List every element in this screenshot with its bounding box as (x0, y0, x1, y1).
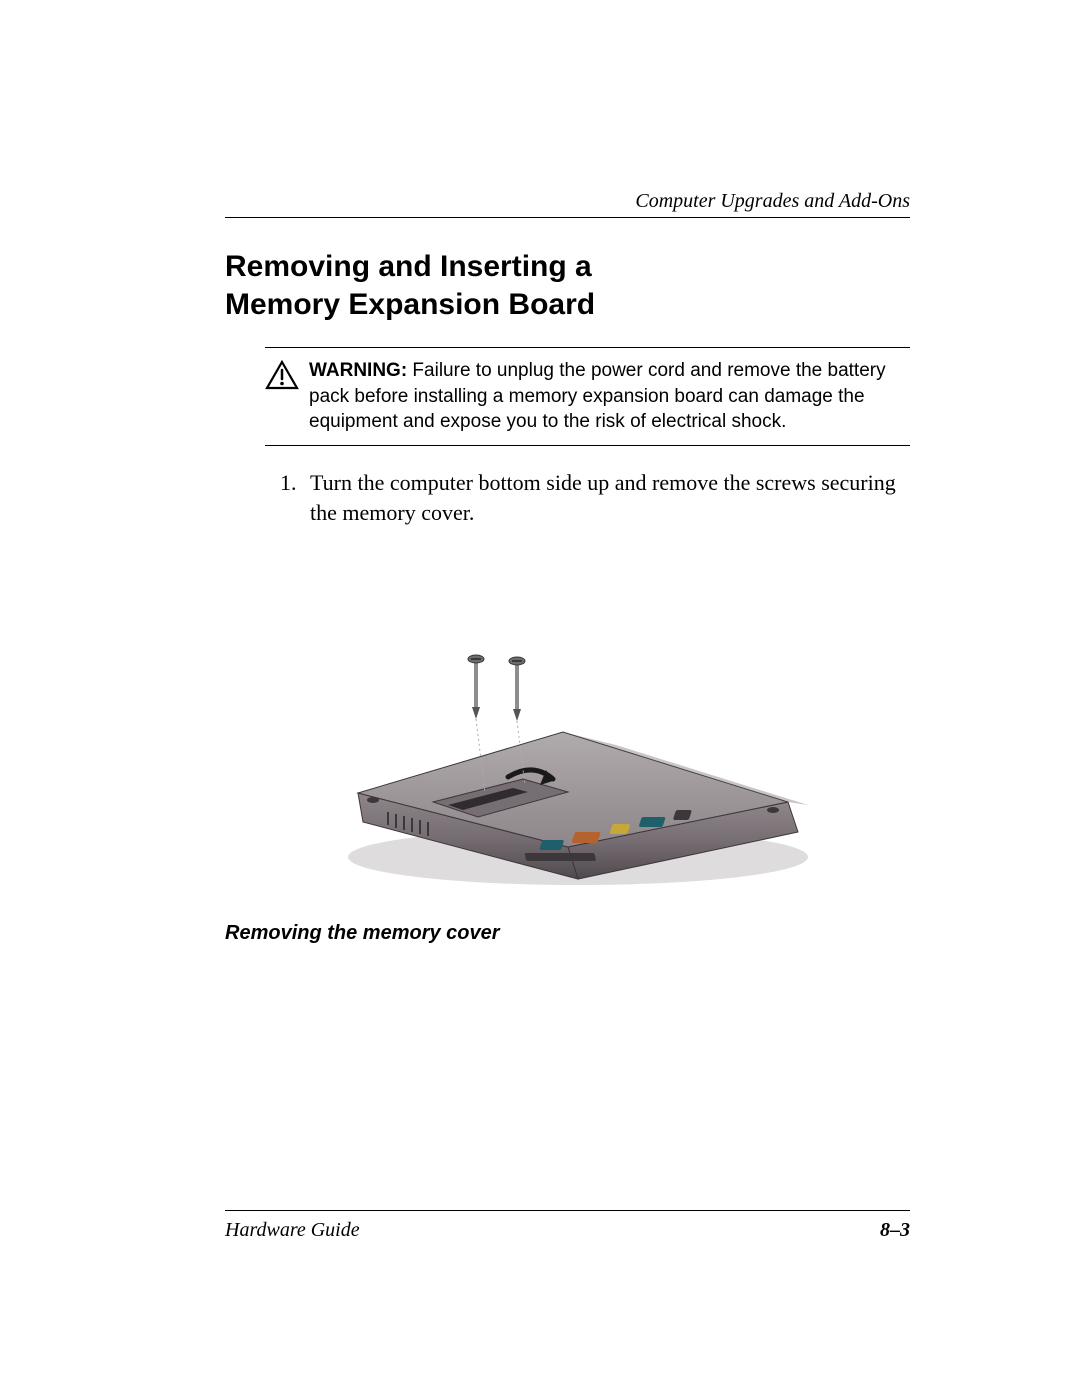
section-title: Removing and Inserting a Memory Expansio… (225, 248, 910, 323)
screw-2-icon (509, 657, 525, 721)
warning-text: WARNING: Failure to unplug the power cor… (309, 358, 910, 435)
document-page: Computer Upgrades and Add-Ons Removing a… (0, 0, 1080, 1397)
laptop-underside-illustration (318, 607, 818, 907)
warning-callout: WARNING: Failure to unplug the power cor… (265, 347, 910, 446)
step-number: 1. (280, 468, 310, 527)
warning-label: WARNING: (309, 360, 407, 381)
header-rule (225, 217, 910, 218)
running-header: Computer Upgrades and Add-Ons (225, 190, 910, 213)
figure-illustration (225, 607, 910, 907)
footer-rule (225, 1210, 910, 1211)
step-list: 1. Turn the computer bottom side up and … (280, 468, 910, 527)
page-footer: Hardware Guide 8–3 (225, 1210, 910, 1242)
step-text: Turn the computer bottom side up and rem… (310, 468, 910, 527)
footer-left: Hardware Guide (225, 1219, 360, 1242)
screw-1-icon (468, 655, 484, 719)
step-item: 1. Turn the computer bottom side up and … (280, 468, 910, 527)
title-line-1: Removing and Inserting a (225, 250, 592, 283)
warning-icon (265, 360, 299, 395)
title-line-2: Memory Expansion Board (225, 288, 595, 321)
footer-page-number: 8–3 (880, 1219, 910, 1242)
figure-caption: Removing the memory cover (225, 922, 910, 945)
